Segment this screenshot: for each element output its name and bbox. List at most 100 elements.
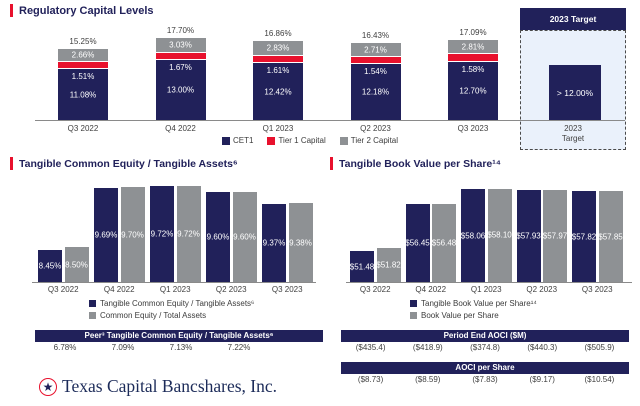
table-cell: ($505.9) — [584, 343, 615, 352]
bar-value-label: $56.48 — [431, 238, 457, 248]
bar-total-label: 17.70% — [166, 25, 195, 35]
grouped-bar: $56.45 — [405, 204, 430, 282]
x-axis-label: Q2 2023 — [526, 285, 558, 294]
bar-value-label: 9.72% — [177, 229, 200, 239]
table-cell: 7.22% — [227, 343, 251, 352]
legend-item: Tangible Book Value per Share¹⁴ — [410, 299, 537, 308]
period-end-aoci-values: ($435.4) ($418.9) ($374.8) ($440.3) ($505.9) — [342, 343, 628, 352]
tier2-value-label: 2.66% — [71, 50, 95, 60]
legend-label: Tangible Book Value per Share¹⁴ — [421, 299, 537, 308]
x-axis-label: Q3 2023 — [271, 285, 303, 294]
bar-value-label: $57.85 — [598, 232, 623, 242]
bar-total-label: 16.86% — [264, 29, 292, 39]
table-cell: ($8.73) — [357, 375, 384, 384]
bar-segment-tier1 — [350, 56, 401, 64]
bar-segment-cet1: 1.54% 12.18% — [350, 63, 401, 120]
grouped-bar: $57.85 — [598, 191, 623, 282]
bar-value-label: $58.06 — [460, 231, 486, 241]
x-axis-line — [32, 282, 316, 283]
grouped-bar: $51.82 — [376, 247, 401, 282]
x-axis-label: Q3 2022 — [47, 285, 79, 294]
cet1-value-label: 12.42% — [264, 87, 292, 97]
stacked-bar: 3.03% 1.67% 13.00% — [155, 37, 206, 120]
bar-segment-tier1 — [155, 51, 206, 60]
bar-value-label: 9.70% — [121, 230, 144, 239]
peer-table-header: Peer³ Tangible Common Equity / Tangible … — [35, 330, 323, 342]
period-end-aoci-header: Period End AOCI ($M) — [341, 330, 629, 342]
tier2-value-label: 2.81% — [461, 42, 485, 52]
bar-value-label: $58.10 — [487, 230, 512, 240]
target-box: > 12.00% — [520, 30, 626, 150]
bar-segment-tier2: 2.81% — [448, 40, 498, 54]
bar-total-label: 17.09% — [459, 28, 487, 38]
cet1-value-label: 12.70% — [459, 86, 487, 96]
grouped-bar: 9.72% — [150, 186, 174, 282]
legend-item: Tangible Common Equity / Tangible Assets… — [89, 299, 254, 308]
legend-swatch — [339, 136, 348, 145]
chart-legend: CET1 Tier 1 Capital Tier 2 Capital — [222, 136, 398, 145]
grouped-bar: 9.37% — [262, 203, 286, 282]
tier2-value-label: 2.71% — [364, 45, 387, 55]
cet1-value-label: 11.08% — [69, 90, 97, 100]
grouped-bar: $58.10 — [487, 188, 512, 282]
regulatory-capital-title: Regulatory Capital Levels — [10, 4, 154, 17]
legend-item: Tier 2 Capital — [339, 136, 398, 145]
grouped-bar: $58.06 — [461, 189, 485, 282]
star-icon: ★ — [42, 379, 54, 394]
grouped-bar: 9.60% — [232, 192, 257, 282]
legend-label: Tangible Common Equity / Tangible Assets… — [100, 299, 255, 308]
x-axis-label: Q1 2023 — [159, 285, 191, 294]
x-axis-label: Q4 2022 — [103, 285, 135, 294]
bar-segment-tier2: 3.03% — [155, 37, 206, 52]
x-axis-label: Q3 2023 — [581, 285, 613, 294]
tier1-value-label: 1.61% — [266, 66, 290, 76]
tangible-book-value-title: Tangible Book Value per Share¹⁴ — [330, 157, 501, 170]
bar-value-label: $56.45 — [405, 238, 430, 248]
bar-segment-tier2: 2.71% — [350, 43, 401, 57]
stacked-bar: 2.83% 1.61% 12.42% — [253, 41, 303, 120]
bar-value-label: 9.60% — [206, 232, 230, 242]
legend-item: Book Value per Share — [410, 311, 499, 320]
cet1-value-label: 12.18% — [361, 87, 390, 97]
grouped-bar: $51.48 — [350, 251, 374, 282]
table-cell: ($418.9) — [412, 343, 443, 352]
stacked-bar: 2.71% 1.54% 12.18% — [350, 43, 401, 120]
table-cell: 6.78% — [53, 343, 77, 352]
bar-segment-cet1: 1.67% 13.00% — [155, 59, 206, 120]
legend-item: Common Equity / Total Assets — [89, 311, 206, 320]
x-axis-label: Q3 2022 — [67, 124, 99, 133]
bar-segment-tier1 — [448, 53, 498, 61]
legend-label: CET1 — [233, 136, 254, 145]
bar-total-label: 16.43% — [361, 31, 390, 41]
bar-segment-tier1 — [58, 61, 108, 69]
cet1-value-label: 13.00% — [166, 85, 195, 95]
grouped-bar: $57.97 — [543, 189, 567, 282]
target-axis-label: 2023 Target — [520, 124, 626, 145]
table-cell: 7.09% — [111, 343, 135, 352]
tier1-value-label: 1.67% — [169, 63, 192, 73]
tier2-value-label: 3.03% — [169, 40, 192, 50]
legend-swatch — [267, 136, 276, 145]
bar-total-label: 15.25% — [69, 36, 97, 46]
aoci-per-share-header: AOCI per Share — [341, 362, 629, 374]
title-accent-bar — [10, 157, 13, 170]
bar-value-label: 8.50% — [65, 260, 88, 269]
x-axis-label: Q3 2022 — [359, 285, 391, 294]
company-name: Texas Capital Bancshares, Inc. — [62, 376, 278, 396]
legend-label: Tier 1 Capital — [278, 136, 326, 145]
table-cell: ($440.3) — [527, 343, 558, 352]
tce-tangible-assets-title: Tangible Common Equity / Tangible Assets… — [10, 157, 238, 170]
title-accent-bar — [330, 157, 333, 170]
bar-segment-cet1: 1.61% 12.42% — [253, 62, 303, 120]
bar-segment-cet1: 1.58% 12.70% — [448, 60, 498, 120]
table-cell: ($435.4) — [355, 343, 386, 352]
logo-circle: ★ — [39, 377, 57, 396]
tier2-value-label: 2.83% — [266, 43, 290, 53]
section-title-text: Regulatory Capital Levels — [19, 4, 154, 17]
x-axis-label: Q1 2023 — [470, 285, 502, 294]
table-cell: ($7.83) — [472, 375, 498, 384]
legend-swatch — [410, 300, 417, 307]
stacked-bar: 2.66% 1.51% 11.08% — [58, 48, 108, 120]
x-axis-label: Q2 2023 — [360, 124, 391, 133]
